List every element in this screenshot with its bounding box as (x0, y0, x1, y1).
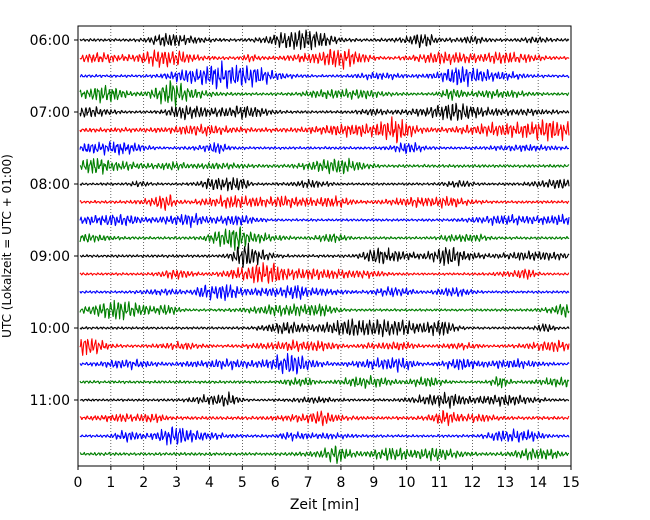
x-tick-label: 0 (74, 475, 83, 491)
seismogram-trace-1130 (79, 426, 570, 446)
seismogram-trace-0945 (79, 299, 570, 321)
seismogram-trace-0915 (79, 262, 570, 284)
x-axis-label: Zeit [min] (290, 497, 359, 513)
y-tick-label: 07:00 (30, 105, 70, 121)
y-axis-label: UTC (Lokalzeit = UTC + 01:00) (0, 154, 14, 338)
x-tick-label: 7 (304, 475, 313, 491)
seismogram-trace-0700 (79, 102, 570, 121)
x-tick-label: 11 (431, 475, 449, 491)
grid-layer (110, 26, 539, 466)
y-tick-label: 09:00 (30, 249, 70, 265)
x-tick-label: 4 (205, 475, 214, 491)
x-tick-label: 10 (398, 475, 416, 491)
x-tick-label: 6 (271, 475, 280, 491)
trace-layer (79, 29, 570, 464)
seismogram-trace-0645 (79, 80, 570, 108)
x-tick-label: 3 (172, 475, 181, 491)
x-tick-label: 9 (369, 475, 378, 491)
seismogram-trace-1030 (79, 352, 570, 375)
seismogram-trace-1000 (79, 318, 570, 338)
y-tick-label: 10:00 (30, 321, 70, 337)
x-tick-label: 15 (562, 475, 580, 491)
seismogram-trace-1045 (79, 374, 570, 389)
seismogram-trace-0800 (79, 177, 570, 192)
x-tick-label: 12 (463, 475, 481, 491)
y-axis: 06:00 07:00 08:00 09:00 10:00 11:00 (30, 33, 78, 409)
x-tick-label: 5 (238, 475, 247, 491)
x-tick-label: 13 (496, 475, 514, 491)
seismogram-trace-0900 (79, 242, 570, 269)
seismogram-trace-1115 (79, 410, 570, 427)
seismogram-trace-1015 (79, 338, 570, 356)
x-tick-label: 8 (336, 475, 345, 491)
seismogram-trace-0600 (79, 29, 570, 51)
seismogram-trace-0730 (79, 141, 570, 156)
seismogram-trace-0745 (79, 157, 570, 175)
y-tick-label: 11:00 (30, 393, 70, 409)
x-tick-label: 14 (529, 475, 547, 491)
x-tick-label: 2 (139, 475, 148, 491)
seismogram-trace-0830 (79, 212, 570, 229)
seismogram-trace-1100 (79, 391, 570, 409)
seismogram-trace-0815 (79, 194, 570, 211)
y-tick-label: 08:00 (30, 177, 70, 193)
seismogram-trace-0715 (79, 116, 570, 144)
x-tick-label: 1 (106, 475, 115, 491)
seismogram-trace-1145 (79, 445, 570, 464)
seismogram-trace-0845 (79, 226, 570, 251)
seismogram-trace-0930 (79, 284, 570, 302)
y-tick-label: 06:00 (30, 33, 70, 49)
seismogram-trace-0615 (79, 48, 570, 70)
seismogram-trace-0630 (79, 60, 570, 90)
x-axis: 0 1 2 3 4 5 6 7 8 9 10 11 12 13 14 15 (74, 466, 580, 491)
plot-frame (77, 25, 572, 467)
